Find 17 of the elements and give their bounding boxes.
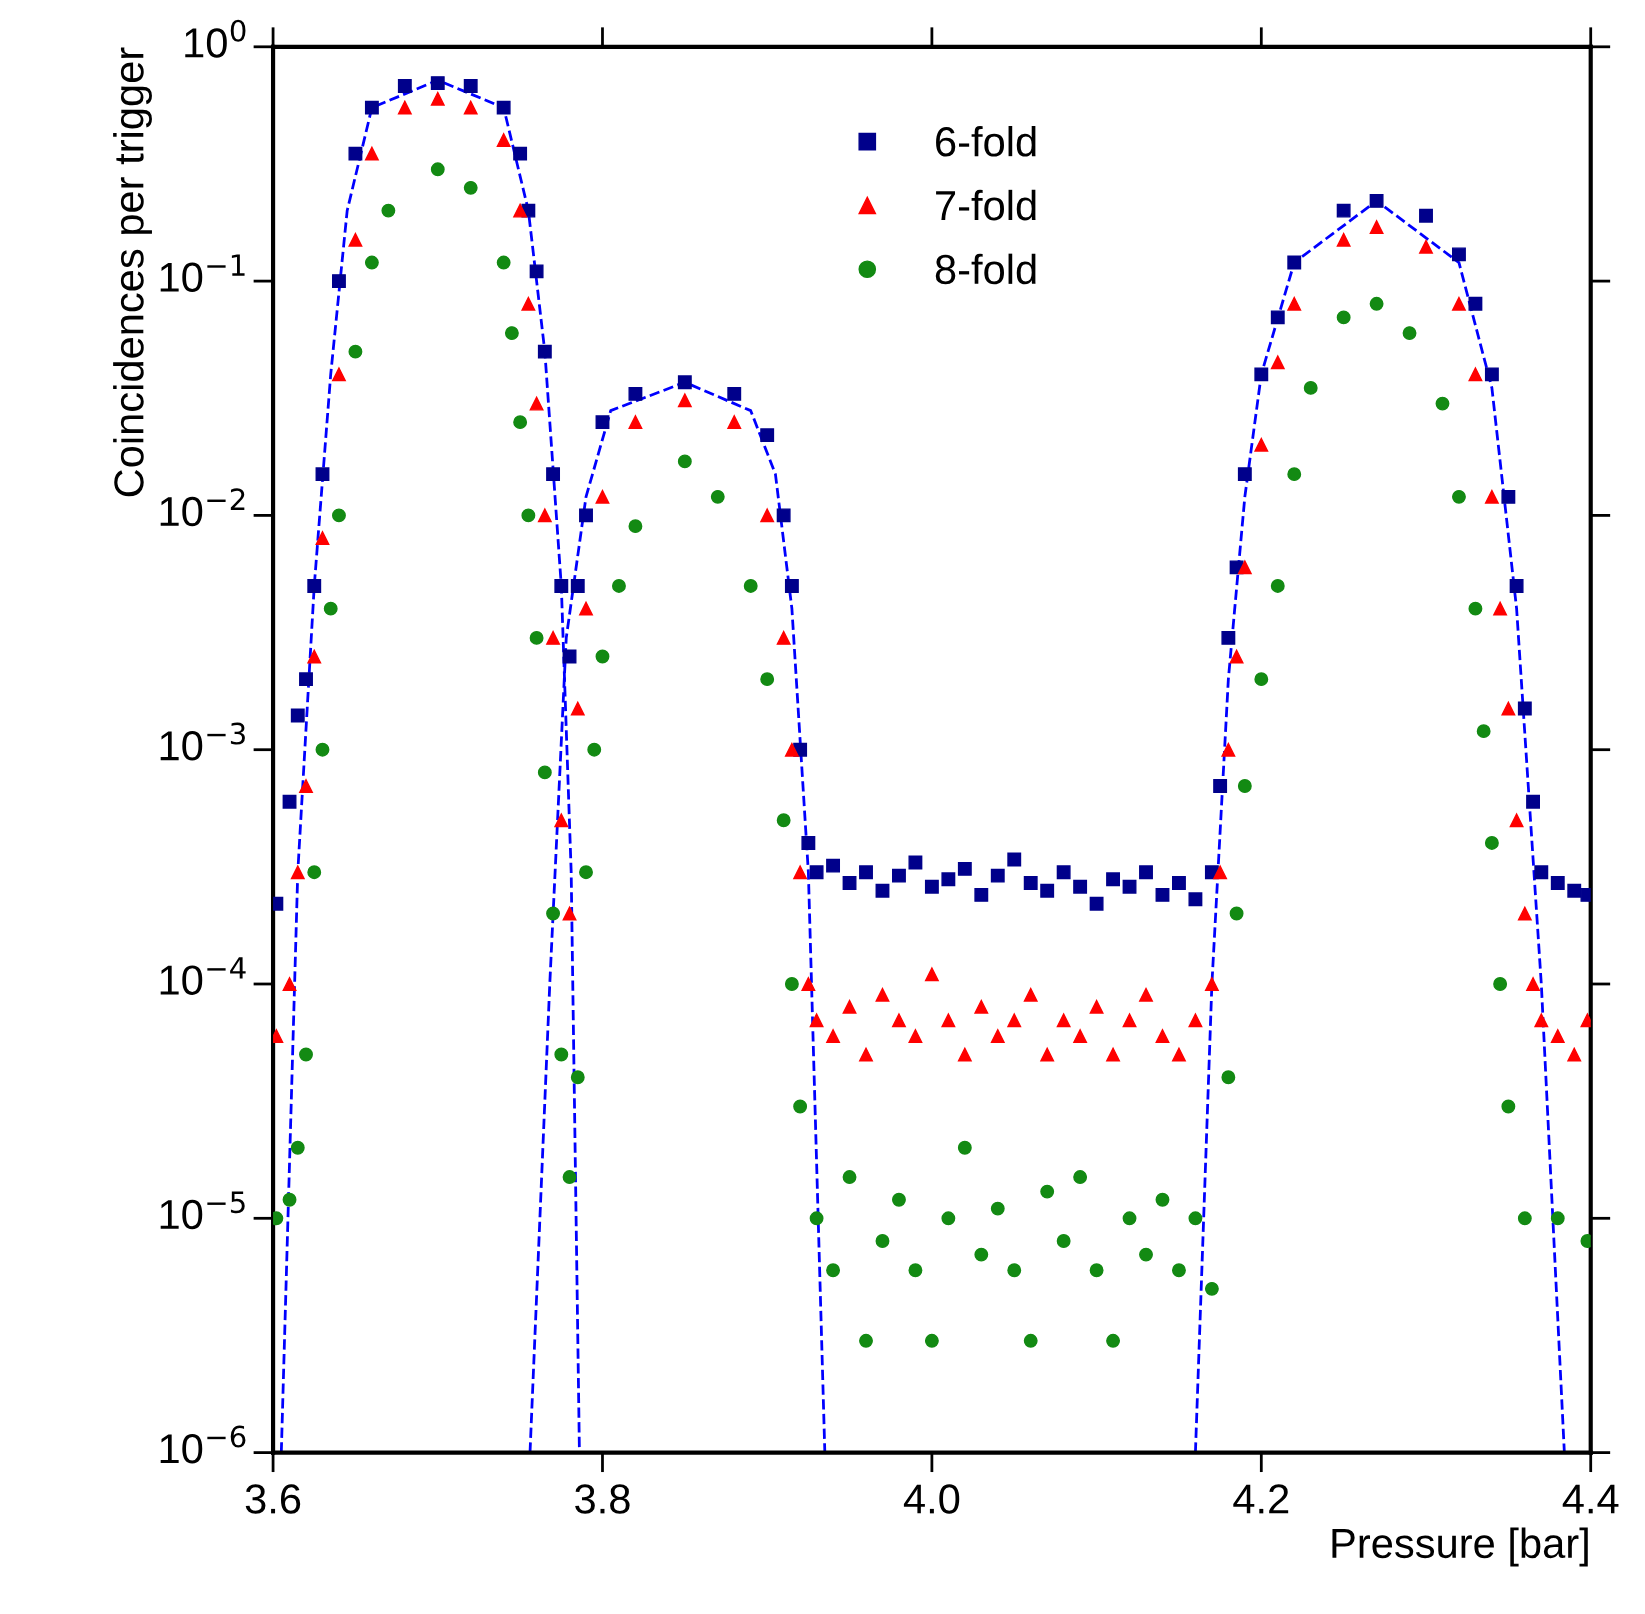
y-tick-label: 10$^{−2}$ [160, 488, 245, 527]
y-tick-label: 10$^{−4}$ [160, 957, 246, 995]
y-tick-label: 10$^{−5}$ [160, 1191, 245, 1230]
y-tick-label: 10$^{−1}$ [160, 254, 245, 292]
legend-label: 6-fold [936, 125, 1036, 157]
x-tick-label: 4.0 [903, 1484, 960, 1514]
x-tick-label: 3.6 [245, 1484, 301, 1514]
y-tick-label: 10$^{−6}$ [160, 1425, 246, 1464]
y-axis-title: Coincidences per trigger [113, 47, 152, 497]
x-tick-label: 4.2 [1233, 1484, 1289, 1514]
x-axis-title: Pressure [bar] [1332, 1527, 1588, 1567]
y-tick-label: 10$^{−3}$ [160, 722, 245, 761]
legend-label: 8-fold [935, 253, 1036, 285]
legend-label: 7-fold [936, 189, 1036, 221]
x-tick-label: 4.4 [1562, 1484, 1619, 1514]
x-tick-label: 3.8 [575, 1484, 630, 1514]
y-tick-label: 10$^{0}$ [185, 19, 246, 58]
